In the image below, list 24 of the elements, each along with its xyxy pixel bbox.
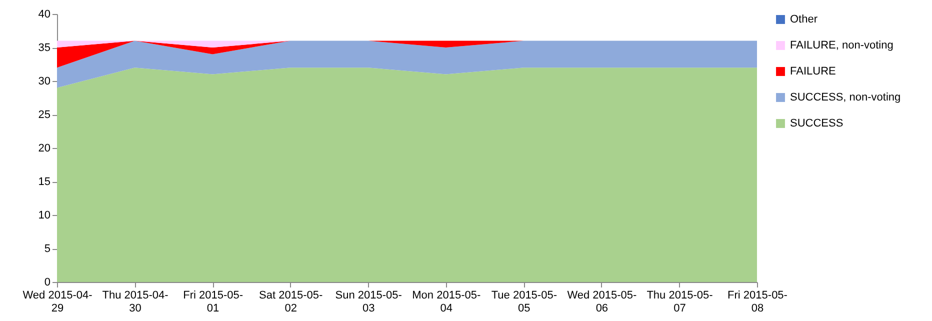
x-tick-label: Tue 2015-05-05 bbox=[491, 290, 558, 314]
x-tick-label: Fri 2015-05-08 bbox=[728, 290, 788, 314]
y-tick-label: 15 bbox=[38, 176, 50, 188]
x-tick-label: Wed 2015-04-29 bbox=[22, 290, 93, 314]
y-tick-label: 25 bbox=[38, 109, 50, 121]
y-tick-label: 0 bbox=[44, 276, 50, 288]
legend-label: FAILURE bbox=[790, 66, 836, 78]
x-tick-label: Thu 2015-05-07 bbox=[646, 290, 714, 314]
y-tick-label: 40 bbox=[38, 8, 50, 20]
y-tick-label: 20 bbox=[38, 142, 50, 154]
legend-label: FAILURE, non-voting bbox=[790, 40, 894, 52]
legend-label: Other bbox=[790, 14, 818, 26]
x-tick-label: Mon 2015-05-04 bbox=[412, 290, 481, 314]
x-tick-label: Sat 2015-05-02 bbox=[259, 290, 323, 314]
x-tick-label: Wed 2015-05-06 bbox=[567, 290, 638, 314]
legend-label: SUCCESS bbox=[790, 118, 844, 130]
legend-label: SUCCESS, non-voting bbox=[790, 92, 901, 104]
y-tick-label: 35 bbox=[38, 42, 50, 54]
x-tick-label: Sun 2015-05-03 bbox=[335, 290, 402, 314]
y-tick-label: 5 bbox=[44, 243, 50, 255]
x-tick-label: Fri 2015-05-01 bbox=[183, 290, 244, 314]
y-tick-label: 30 bbox=[38, 76, 50, 88]
x-tick-label: Thu 2015-04-30 bbox=[102, 290, 169, 314]
y-tick-label: 10 bbox=[38, 210, 50, 222]
